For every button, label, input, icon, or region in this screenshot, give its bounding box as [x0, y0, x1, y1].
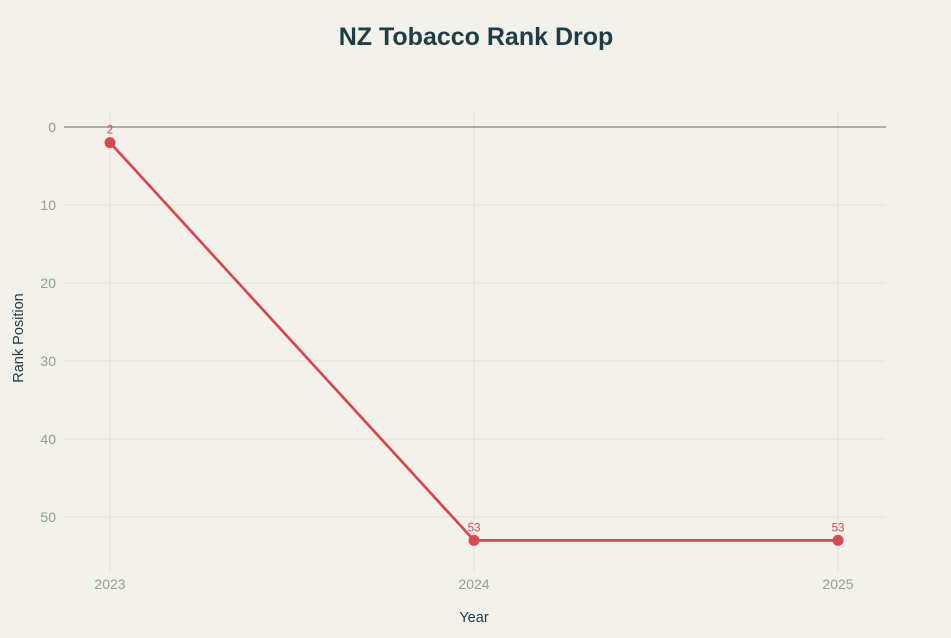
data-point-label: 53 — [832, 522, 845, 534]
plot-area: 2023 2024 2025 0 10 20 30 40 50 2 53 53 — [40, 112, 886, 592]
y-axis-label: Rank Position — [11, 293, 27, 382]
y-tick-label: 30 — [40, 353, 56, 369]
x-tick-label: 2024 — [458, 576, 489, 592]
x-axis-label: Year — [459, 610, 488, 626]
y-tick-label: 50 — [40, 509, 56, 525]
data-point-label: 2 — [107, 125, 113, 137]
y-tick-label: 10 — [40, 197, 56, 213]
y-tick-label: 0 — [48, 119, 56, 135]
y-tick-label: 40 — [40, 431, 56, 447]
data-point — [468, 534, 480, 546]
data-point — [832, 534, 844, 546]
chart-title: NZ Tobacco Rank Drop — [339, 23, 614, 51]
data-point — [104, 137, 116, 149]
x-tick-label: 2025 — [822, 576, 853, 592]
y-tick-label: 20 — [40, 275, 56, 291]
x-tick-label: 2023 — [94, 576, 125, 592]
data-point-label: 53 — [468, 522, 481, 534]
